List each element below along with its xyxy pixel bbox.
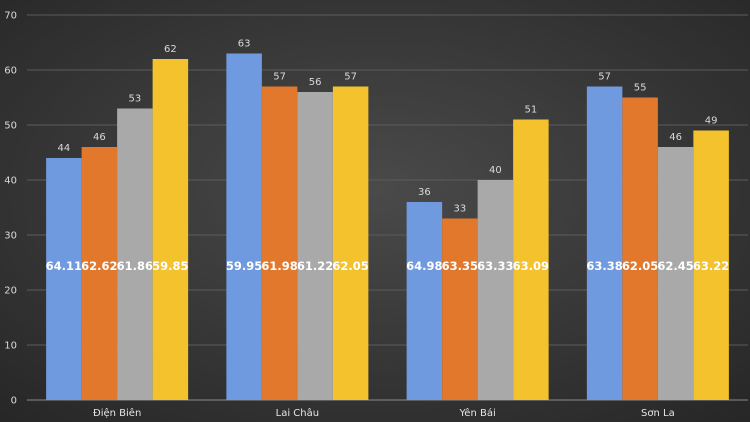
bar-value-label: 56 bbox=[309, 77, 322, 88]
bar-inner-label: 62.05 bbox=[332, 259, 368, 273]
y-tick-label: 0 bbox=[11, 396, 17, 407]
bar-inner-label: 64.11 bbox=[46, 259, 82, 273]
bar bbox=[152, 59, 189, 400]
bar bbox=[261, 86, 298, 400]
bar-inner-label: 61.86 bbox=[117, 259, 153, 273]
bar bbox=[693, 130, 729, 400]
bar bbox=[442, 218, 478, 400]
bar-value-label: 46 bbox=[93, 132, 106, 143]
bar-inner-label: 62.45 bbox=[657, 259, 693, 273]
bar-inner-label: 63.38 bbox=[586, 259, 622, 273]
category-label: Yên Bái bbox=[459, 407, 496, 419]
bar bbox=[513, 119, 549, 400]
bar bbox=[81, 147, 118, 400]
category-label: Sơn La bbox=[641, 408, 675, 419]
bar-value-label: 51 bbox=[525, 105, 538, 116]
bar-inner-label: 59.95 bbox=[226, 259, 262, 273]
bar-inner-label: 61.98 bbox=[261, 259, 297, 273]
y-tick-label: 50 bbox=[4, 121, 17, 132]
bar bbox=[297, 92, 333, 400]
category-label: Lai Châu bbox=[276, 407, 319, 419]
bar-value-label: 33 bbox=[454, 204, 467, 215]
bar bbox=[622, 97, 658, 400]
bar-value-label: 62 bbox=[164, 44, 177, 55]
bar bbox=[477, 180, 514, 400]
bar-inner-label: 62.05 bbox=[622, 259, 658, 273]
bar bbox=[226, 53, 262, 400]
y-tick-label: 20 bbox=[4, 286, 17, 297]
bar bbox=[586, 86, 623, 400]
bar-value-label: 63 bbox=[238, 39, 251, 50]
bar bbox=[406, 202, 443, 400]
y-tick-label: 30 bbox=[4, 231, 17, 242]
bar-inner-label: 63.35 bbox=[442, 259, 478, 273]
bar-value-label: 36 bbox=[418, 187, 431, 198]
bar-inner-label: 63.09 bbox=[513, 259, 549, 273]
bar bbox=[657, 147, 694, 400]
bar-inner-label: 63.22 bbox=[693, 259, 729, 273]
bar-value-label: 46 bbox=[669, 132, 682, 143]
bar-value-label: 57 bbox=[273, 72, 286, 83]
y-tick-label: 60 bbox=[4, 66, 17, 77]
bar-value-label: 44 bbox=[58, 143, 71, 154]
bar bbox=[46, 158, 82, 400]
y-tick-label: 40 bbox=[4, 176, 17, 187]
bar bbox=[117, 108, 153, 400]
y-tick-label: 70 bbox=[4, 11, 17, 22]
bar-value-label: 53 bbox=[129, 94, 142, 105]
bar-inner-label: 61.22 bbox=[297, 259, 333, 273]
bar-value-label: 49 bbox=[705, 116, 718, 127]
bar-inner-label: 62.62 bbox=[81, 259, 117, 273]
bar-value-label: 55 bbox=[634, 83, 647, 94]
category-label: Điện Biên bbox=[93, 407, 141, 419]
bar bbox=[332, 86, 369, 400]
bar-inner-label: 59.85 bbox=[152, 259, 188, 273]
bar-value-label: 57 bbox=[344, 72, 357, 83]
bar-inner-label: 64.98 bbox=[406, 259, 442, 273]
bar-inner-label: 63.33 bbox=[477, 259, 513, 273]
y-tick-label: 10 bbox=[4, 341, 17, 352]
bar-value-label: 40 bbox=[489, 165, 502, 176]
bar-value-label: 57 bbox=[598, 72, 611, 83]
